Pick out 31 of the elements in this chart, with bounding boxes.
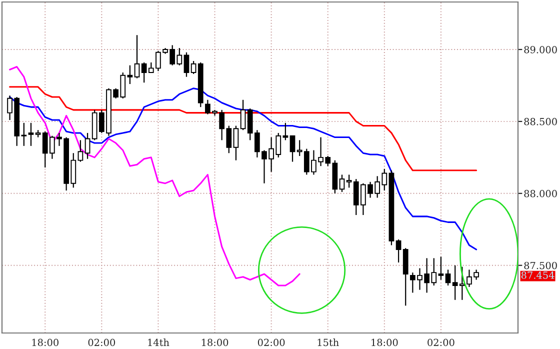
candlestick (190, 60, 196, 75)
candlestick (134, 34, 140, 79)
line-series (9, 86, 478, 172)
y-tick-label: 88.500 (524, 118, 557, 126)
candlestick (127, 64, 133, 85)
candlestick (78, 140, 84, 162)
candlestick (290, 135, 296, 162)
candlestick (438, 256, 444, 280)
candlestick (339, 174, 345, 193)
x-tick-label: 02:00 (258, 338, 285, 346)
candlestick (445, 269, 451, 286)
x-tick-label: 18:00 (372, 338, 398, 346)
y-tick-label: 88.000 (524, 190, 557, 198)
candlestick (240, 99, 246, 131)
line-series (9, 66, 300, 286)
x-tick-label: 02:00 (428, 338, 454, 346)
x-tick-label: 14th (148, 338, 170, 346)
candlestick (28, 122, 34, 146)
x-tick-label: 18:00 (32, 338, 58, 346)
candlestick (184, 52, 190, 78)
candlestick (346, 174, 352, 188)
y-tick-label: 89.000 (524, 46, 557, 54)
x-tick-label: 02:00 (88, 338, 116, 346)
candlestick (282, 122, 288, 141)
candlestick (84, 132, 90, 160)
x-tick-label: 15th (318, 338, 339, 346)
x-tick-label: 18:00 (202, 338, 228, 346)
candlestick (396, 238, 402, 264)
text: 87.454 (521, 271, 554, 279)
candlestick (233, 125, 239, 161)
y-tick-label: 87.500 (524, 262, 557, 270)
